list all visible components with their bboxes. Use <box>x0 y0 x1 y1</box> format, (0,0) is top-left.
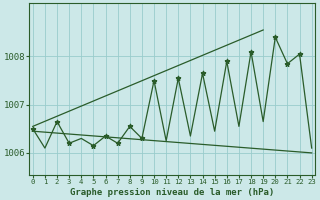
Point <box>30 127 35 130</box>
Point <box>91 144 96 147</box>
Point <box>200 72 205 75</box>
Point <box>139 137 144 140</box>
Point <box>297 52 302 56</box>
Point <box>285 62 290 65</box>
Point <box>67 142 72 145</box>
Point <box>224 60 229 63</box>
Point <box>151 79 156 82</box>
Point <box>248 50 253 53</box>
Point <box>54 120 60 123</box>
Point <box>115 142 120 145</box>
Point <box>176 77 181 80</box>
Point <box>273 36 278 39</box>
X-axis label: Graphe pression niveau de la mer (hPa): Graphe pression niveau de la mer (hPa) <box>70 188 274 197</box>
Point <box>103 134 108 138</box>
Point <box>127 125 132 128</box>
